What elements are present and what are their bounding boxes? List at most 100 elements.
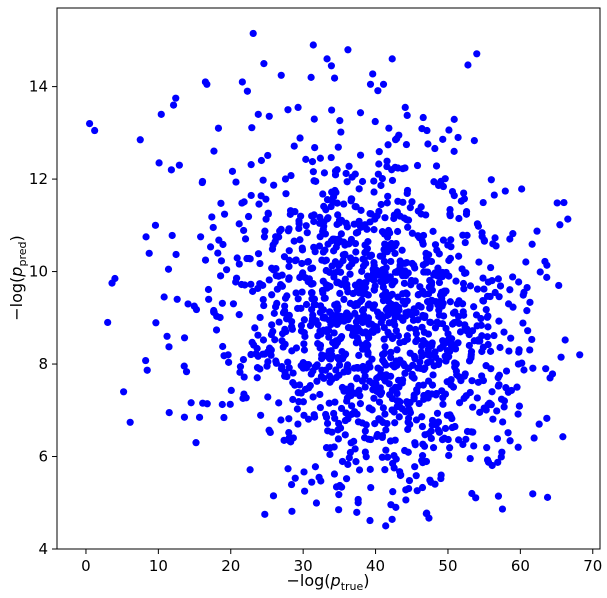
data-point [333, 279, 341, 287]
data-point [257, 411, 265, 419]
data-point [315, 242, 324, 250]
data-point [426, 476, 434, 484]
data-point [381, 466, 389, 474]
data-point [406, 409, 415, 417]
data-point [370, 177, 378, 185]
data-point [195, 413, 204, 421]
data-point [390, 452, 398, 460]
data-point [437, 474, 445, 483]
data-point [180, 413, 189, 421]
data-point [317, 330, 325, 338]
data-point [346, 270, 354, 278]
data-point [358, 283, 366, 292]
data-point [223, 266, 231, 274]
data-point [275, 318, 283, 326]
data-point [412, 330, 420, 338]
data-point [341, 241, 349, 249]
data-point [348, 173, 356, 181]
data-point [273, 299, 281, 307]
data-point [294, 103, 302, 112]
data-point [480, 285, 488, 293]
data-point [431, 144, 439, 153]
data-point [388, 281, 396, 289]
data-point [528, 240, 536, 248]
data-point [432, 162, 441, 170]
data-point [335, 261, 343, 270]
data-point [364, 316, 372, 324]
data-point [529, 490, 537, 498]
data-point [382, 522, 390, 530]
data-point [300, 316, 308, 324]
data-point [241, 281, 249, 289]
data-point [292, 344, 301, 352]
data-point [543, 261, 551, 269]
data-point [461, 321, 469, 329]
data-point [450, 192, 458, 200]
data-point [351, 239, 360, 248]
data-point [500, 403, 508, 411]
data-point [240, 373, 248, 381]
data-point [244, 212, 253, 221]
data-point [335, 219, 344, 227]
data-point [305, 275, 313, 283]
data-point [377, 200, 385, 209]
data-point [438, 320, 447, 328]
data-point [367, 483, 375, 492]
data-point [384, 453, 392, 461]
data-point [473, 394, 481, 402]
data-point [477, 321, 485, 329]
data-point [431, 241, 440, 249]
data-point [172, 250, 180, 259]
data-point [356, 109, 365, 117]
data-point [321, 257, 329, 265]
data-point [316, 233, 324, 241]
data-point [438, 387, 446, 395]
data-point [374, 87, 382, 95]
data-point [460, 189, 468, 197]
data-point [358, 177, 367, 186]
data-point [447, 381, 455, 389]
data-point [298, 288, 306, 296]
data-point [290, 237, 298, 245]
data-point [323, 215, 331, 223]
data-point [465, 341, 473, 350]
data-point [495, 371, 503, 379]
data-point [126, 418, 134, 426]
data-point [399, 316, 407, 324]
data-point [404, 448, 412, 456]
data-point [509, 303, 517, 311]
data-point [390, 211, 398, 219]
data-point [415, 301, 423, 310]
data-point [142, 233, 150, 241]
data-point [365, 377, 374, 385]
data-point [523, 307, 531, 315]
data-point [365, 404, 373, 412]
data-point [375, 148, 383, 156]
data-point [297, 304, 305, 312]
data-point [371, 420, 379, 428]
data-point [394, 227, 402, 236]
data-point [268, 321, 276, 329]
data-point [316, 154, 324, 162]
data-point [394, 267, 402, 275]
data-point [120, 388, 128, 396]
data-point [349, 289, 357, 298]
data-point [358, 377, 366, 385]
data-point [346, 448, 354, 457]
data-point [480, 404, 488, 412]
data-point [509, 273, 517, 281]
data-point [344, 46, 352, 54]
data-point [389, 488, 397, 496]
data-point [248, 124, 256, 132]
data-point [145, 249, 153, 257]
data-point [464, 327, 472, 335]
data-point [332, 366, 340, 374]
data-point [240, 198, 248, 206]
data-point [483, 444, 491, 452]
data-point [424, 377, 433, 385]
data-point [370, 188, 378, 196]
data-point [446, 254, 455, 262]
data-point [439, 400, 447, 408]
data-point [422, 339, 430, 348]
data-point [543, 273, 551, 281]
